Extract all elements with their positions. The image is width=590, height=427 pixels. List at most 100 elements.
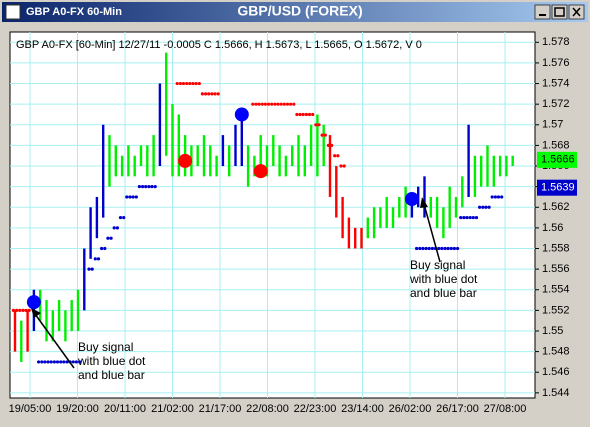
support-dot <box>465 215 469 220</box>
arrow <box>423 203 441 263</box>
annotation-arrows <box>31 197 441 369</box>
resistance-dot <box>323 133 327 137</box>
y-tick-label: 1.568 <box>542 139 570 151</box>
support-dot <box>500 195 504 199</box>
price-tag-label: 1.5639 <box>541 182 575 194</box>
resistance-dot <box>298 112 302 117</box>
support-dot <box>43 360 47 364</box>
x-tick-label: 27/08:00 <box>484 403 527 415</box>
resistance-dot <box>273 102 277 106</box>
support-dot <box>134 195 138 199</box>
support-dot <box>456 246 460 251</box>
support-dot <box>100 246 104 251</box>
x-tick-label: 22/23:00 <box>294 403 337 415</box>
resistance-dot <box>213 92 217 96</box>
support-dot <box>493 195 497 199</box>
y-tick-label: 1.552 <box>542 304 570 316</box>
support-dot <box>118 215 123 220</box>
resistance-dot <box>24 308 28 312</box>
signal-dot <box>26 295 41 310</box>
resistance-dot <box>178 81 182 86</box>
support-dot <box>471 215 475 220</box>
support-dot <box>49 360 53 364</box>
resistance-dot <box>197 81 201 86</box>
resistance-dot <box>251 102 255 106</box>
support-dot <box>449 246 453 251</box>
annotation: Buy signal <box>410 258 465 272</box>
resistance-dot <box>307 112 312 117</box>
y-tick-label: 1.556 <box>542 263 570 275</box>
support-dot <box>421 246 425 251</box>
support-dot <box>55 360 60 364</box>
resistance-dot <box>18 308 22 312</box>
x-tick-label: 22/08:00 <box>246 403 289 415</box>
support-dot <box>52 360 57 364</box>
x-tick-label: 20/11:00 <box>104 403 146 415</box>
minimize-button[interactable] <box>534 4 551 20</box>
window-title: GBP A0-FX 60-Min <box>26 6 122 18</box>
support-dot <box>150 185 154 189</box>
resistance-dot <box>276 102 280 106</box>
support-dot <box>144 185 148 189</box>
icon <box>554 7 565 17</box>
x-tick-label: 19/20:00 <box>56 403 99 415</box>
support-dot <box>452 246 456 251</box>
y-tick-label: 1.574 <box>542 77 570 89</box>
resistance-dot <box>267 102 271 106</box>
support-dot <box>103 246 107 251</box>
support-dot <box>424 246 428 251</box>
price-tag <box>537 179 577 196</box>
resistance-dot <box>175 81 179 86</box>
y-tick-label: 1.576 <box>542 57 570 69</box>
y-tick-label: 1.562 <box>542 201 570 213</box>
support-dot <box>112 226 116 230</box>
support-dot <box>443 246 447 251</box>
x-tick-label: 26/02:00 <box>389 403 432 415</box>
support-dot <box>484 205 488 209</box>
annotation: and blue bar <box>410 286 477 300</box>
resistance-dot <box>181 81 186 86</box>
signal-dot <box>253 164 268 179</box>
signal-dot <box>404 192 419 207</box>
title-bar <box>2 2 588 22</box>
x-tick-label: 26/17:00 <box>436 403 479 415</box>
resistance-dot <box>204 92 208 96</box>
support-dot <box>137 185 141 189</box>
y-tick-label: 1.544 <box>542 387 570 399</box>
support-dot <box>46 360 50 364</box>
resistance-dot <box>342 164 346 168</box>
resistance-dot <box>282 102 286 106</box>
resistance-dot <box>194 81 198 86</box>
y-tick-label: 1.578 <box>542 36 570 48</box>
annotation: Buy signal <box>78 340 133 354</box>
resistance-dot <box>317 123 321 127</box>
chart-subtitle: GBP A0-FX [60-Min] 12/27/11 -0.0005 C 1.… <box>16 39 422 51</box>
resistance-dot <box>191 81 195 86</box>
chart-title: GBP/USD (FOREX) <box>237 3 362 19</box>
support-dot <box>437 246 441 251</box>
support-dot <box>90 267 94 271</box>
annotation: and blue bar <box>78 368 145 382</box>
signal-dot <box>178 153 193 168</box>
resistance-dot <box>185 81 189 86</box>
resistance-dot <box>257 102 261 106</box>
support-dot <box>440 246 444 251</box>
support-dot <box>496 195 501 199</box>
resistance-dot <box>11 308 15 312</box>
arrowhead <box>31 308 41 318</box>
resistance-dot <box>339 164 343 168</box>
support-dot <box>459 215 463 220</box>
resistance-dot <box>270 102 274 106</box>
resistance-dot <box>210 92 214 96</box>
y-tick-label: 1.548 <box>542 346 570 358</box>
support-dot <box>87 267 91 271</box>
resistance-dot <box>200 92 204 96</box>
resistance-dot <box>15 308 19 312</box>
app-icon <box>5 4 21 20</box>
support-dot <box>415 246 419 251</box>
support-dot <box>478 205 482 209</box>
price-tag-label: 1.5666 <box>541 154 575 166</box>
support-dot <box>65 360 69 364</box>
support-dot <box>153 185 157 189</box>
